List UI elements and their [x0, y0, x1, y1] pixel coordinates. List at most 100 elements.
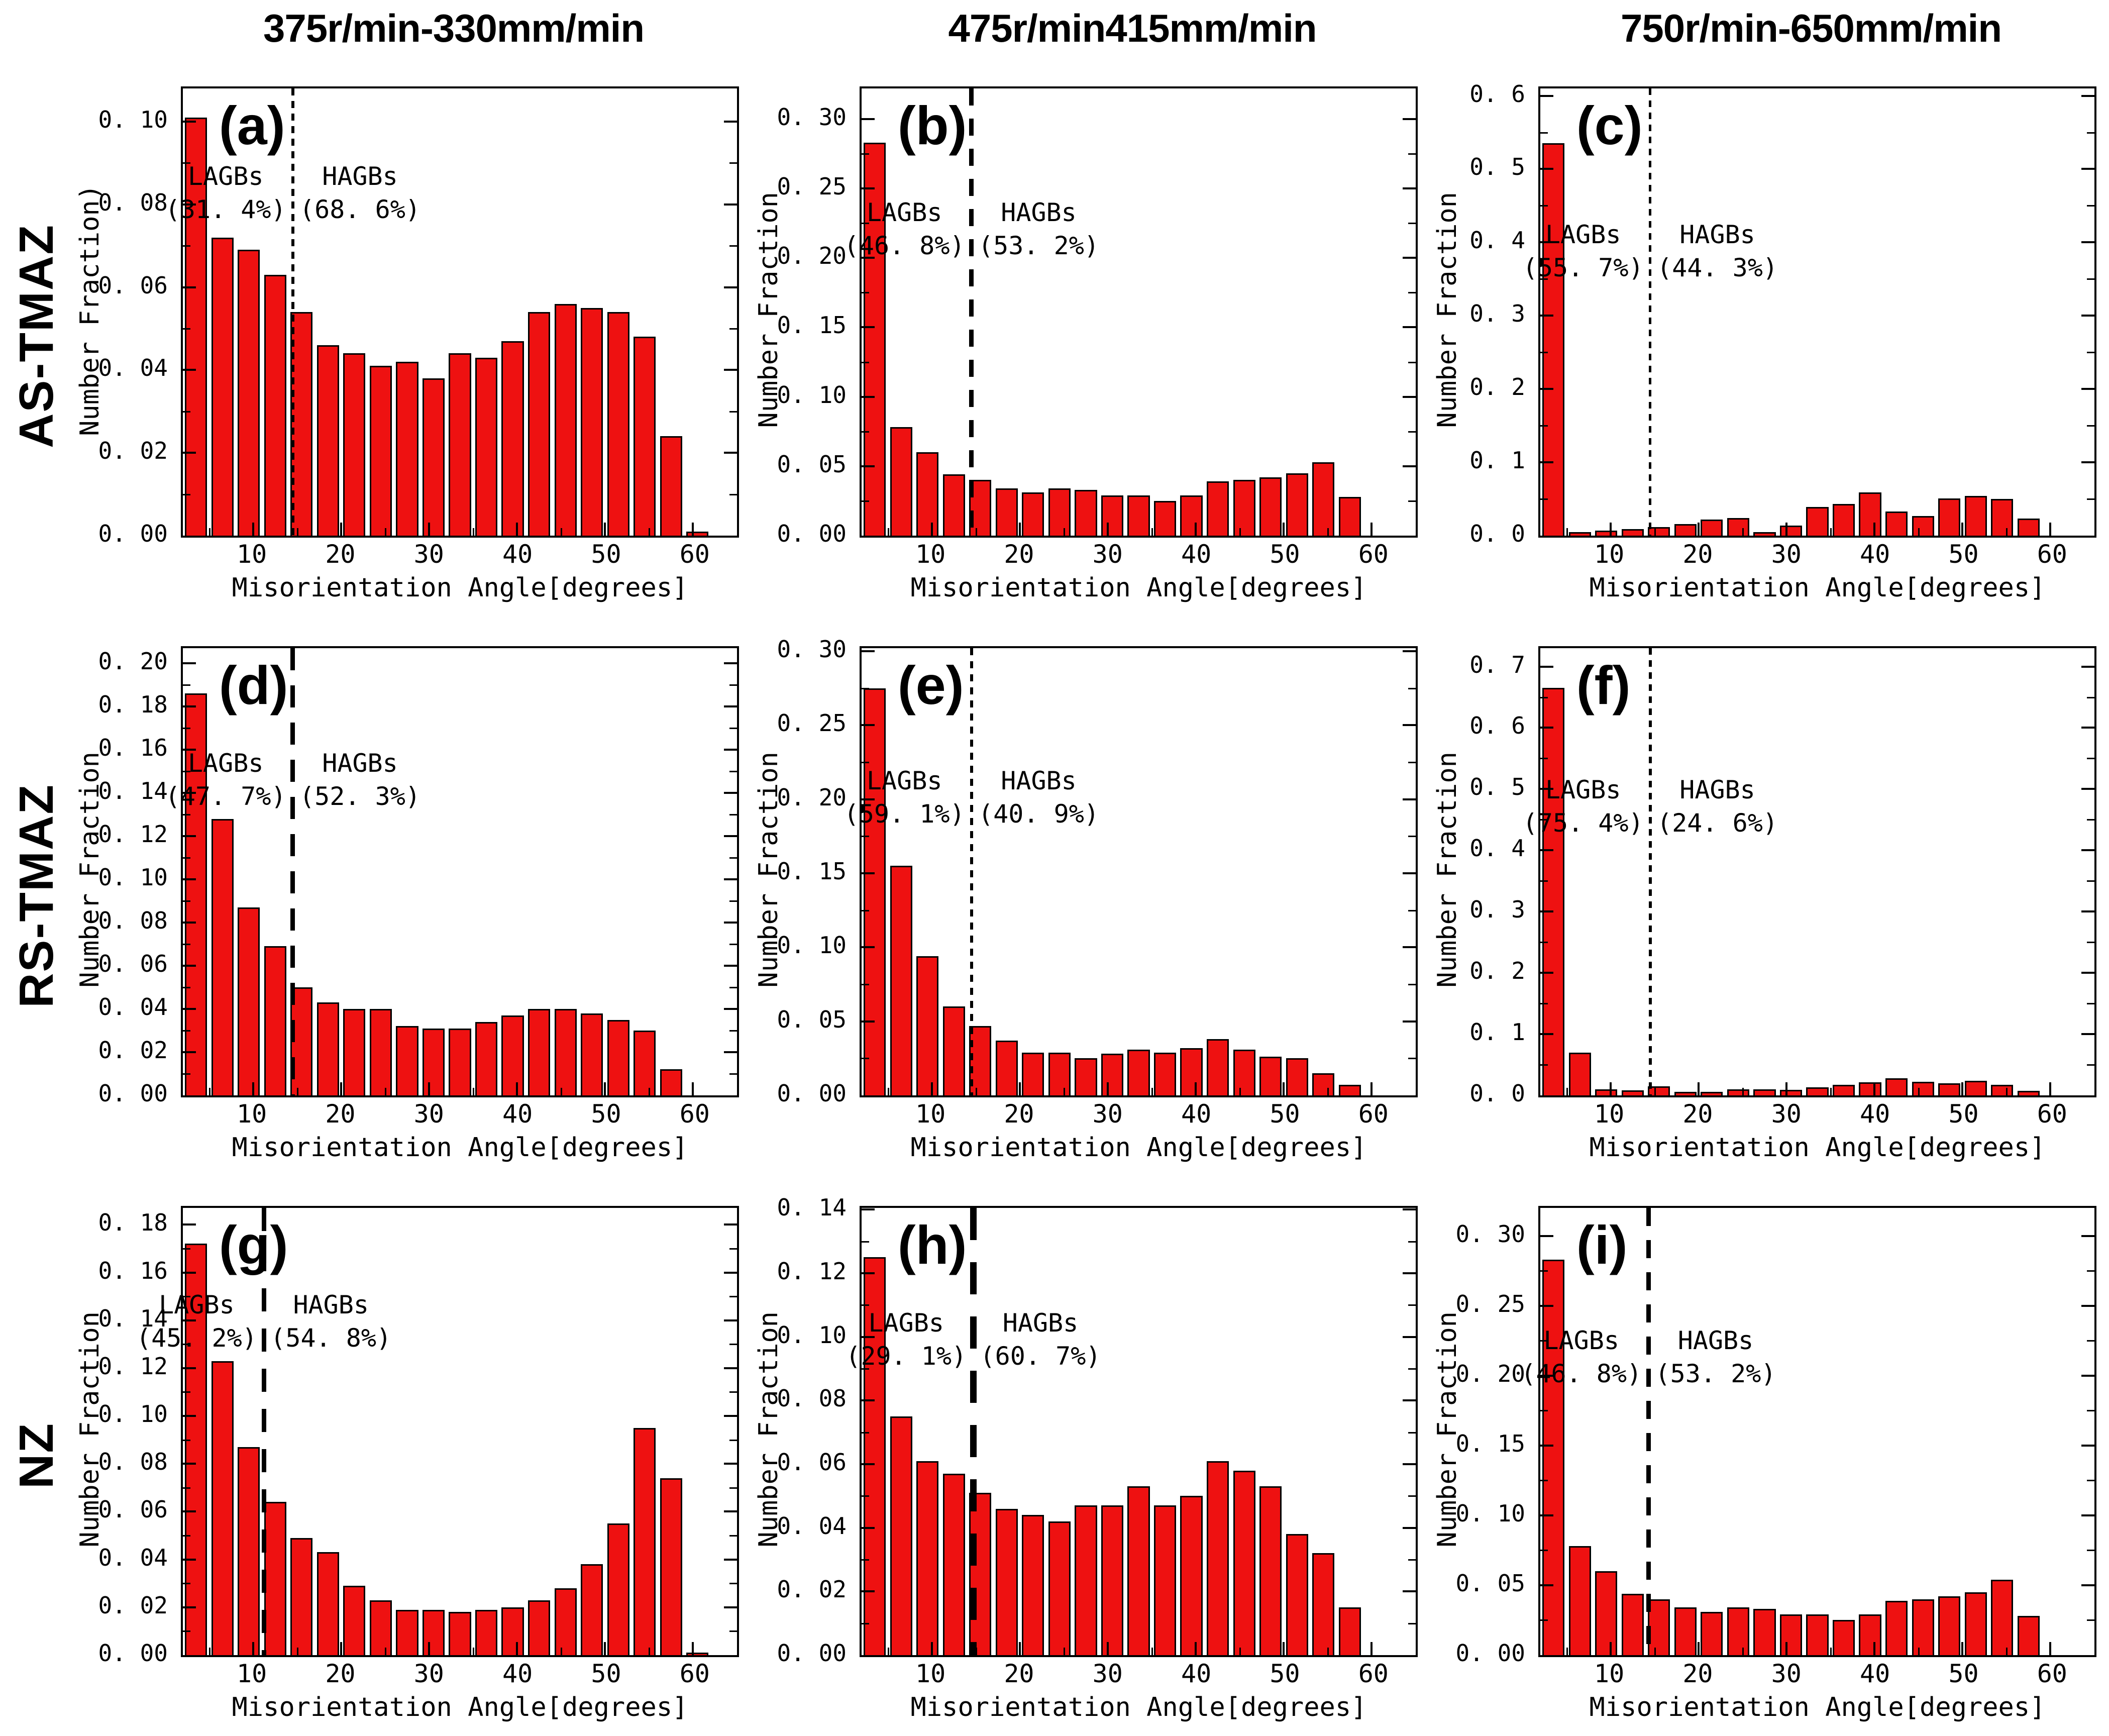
histogram-bar: [1127, 1486, 1150, 1655]
x-minor-tick: [1830, 528, 1832, 536]
x-tick-label: 10: [236, 1659, 267, 1688]
y-major-tick: [724, 452, 737, 454]
histogram-bar: [369, 1600, 392, 1655]
histogram-bar: [1991, 1085, 2014, 1095]
x-minor-tick: [1918, 1648, 1920, 1655]
hagbs-label: HAGBs (40. 9%): [978, 766, 1099, 829]
histogram-bar: [890, 427, 912, 536]
y-minor-tick: [2087, 1550, 2094, 1552]
y-tick-label: 0. 14: [98, 1304, 168, 1332]
y-minor-tick: [1540, 1340, 1548, 1342]
lagbs-label: LAGBs (45. 2%): [136, 1290, 257, 1353]
y-minor-tick: [1540, 1003, 1548, 1005]
histogram-bar: [1312, 1553, 1335, 1655]
y-tick-labels: 0. 0 0. 1 0. 2 0. 3 0. 4 0. 5 0. 6: [1430, 80, 1531, 547]
x-major-tick: [428, 1082, 431, 1095]
chart-panel-e: Number Fraction (e) LAGBs (59. 1%) HAGBs (4…: [752, 616, 1430, 1176]
y-major-tick: [862, 465, 875, 467]
histogram-bar: [185, 1244, 207, 1655]
hagbs-label: HAGBs (54. 8%): [270, 1290, 392, 1353]
x-minor-tick: [648, 1648, 650, 1655]
x-major-tick: [1961, 1082, 1964, 1095]
x-tick-label: 60: [2037, 1659, 2067, 1688]
x-tick-label: 40: [502, 1659, 533, 1688]
plot-box: (e) LAGBs (59. 1%) HAGBs (40. 9%): [844, 646, 1418, 1097]
y-tick-labels: 0. 00 0. 05 0. 10 0. 15 0. 20 0. 25 0. 30: [752, 636, 853, 1107]
y-minor-tick: [1540, 1064, 1548, 1066]
y-major-tick: [724, 1271, 737, 1274]
histogram-bar: [2017, 519, 2040, 536]
y-tick-label: 0. 30: [777, 103, 847, 131]
histogram-bar: [449, 353, 471, 536]
x-tick-label: 10: [1594, 540, 1625, 569]
hagbs-label: HAGBs (52. 3%): [299, 748, 420, 811]
x-major-tick: [1610, 1082, 1612, 1095]
histogram-bar: [554, 1588, 577, 1655]
y-minor-tick: [2087, 1064, 2094, 1066]
y-major-tick: [1403, 1336, 1416, 1338]
x-major-tick: [2049, 1642, 2052, 1655]
y-tick-label: 0. 04: [98, 993, 168, 1021]
y-minor-tick: [2087, 758, 2094, 760]
y-major-tick: [1540, 849, 1553, 852]
histogram-bar: [1674, 1091, 1697, 1095]
histogram-bar: [264, 1502, 286, 1655]
y-tick-label: 0. 10: [98, 864, 168, 891]
y-minor-tick: [1540, 1270, 1548, 1272]
y-minor-tick: [862, 361, 869, 363]
x-major-tick: [1195, 523, 1197, 536]
y-minor-tick: [862, 761, 869, 763]
histogram-bar: [916, 1461, 939, 1655]
y-major-tick: [1403, 1020, 1416, 1023]
x-minor-tick: [975, 528, 977, 536]
histogram-bar: [1885, 1078, 1908, 1095]
y-minor-tick: [2087, 352, 2094, 354]
y-minor-tick: [862, 1559, 869, 1561]
y-tick-label: 0. 3: [1469, 300, 1525, 328]
y-minor-tick: [183, 728, 190, 730]
hagbs-label: HAGBs (24. 6%): [1657, 775, 1778, 838]
y-major-tick: [1540, 94, 1553, 97]
x-tick-label: 30: [1771, 1099, 1802, 1129]
y-minor-tick: [183, 987, 190, 989]
y-major-tick: [724, 1051, 737, 1053]
y-minor-tick: [1540, 498, 1548, 500]
lagb-hagb-divider: [291, 88, 294, 536]
x-tick-label: 10: [236, 540, 267, 569]
y-tick-label: 0. 05: [777, 1005, 847, 1033]
histogram-bar: [1912, 1082, 1934, 1095]
histogram-bar: [1779, 1614, 1803, 1655]
panel-letter: (g): [219, 1214, 288, 1275]
y-major-tick: [2081, 241, 2094, 244]
y-minor-tick: [1408, 1241, 1416, 1243]
y-minor-tick: [2087, 498, 2094, 500]
histogram-bar: [1938, 1596, 1961, 1655]
histogram-bar: [1259, 477, 1282, 536]
y-tick-label: 0. 05: [1455, 1569, 1525, 1597]
histogram-bar: [396, 361, 418, 536]
histogram-bar: [1912, 1599, 1934, 1655]
x-major-tick: [340, 1642, 343, 1655]
y-minor-tick: [1540, 942, 1548, 944]
y-major-tick: [1540, 1584, 1553, 1586]
y-major-tick: [1540, 168, 1553, 170]
y-minor-tick: [862, 1304, 869, 1306]
histogram-bar: [995, 1040, 1018, 1095]
x-minor-tick: [1239, 1088, 1241, 1095]
y-minor-tick: [729, 493, 737, 495]
y-minor-tick: [1408, 500, 1416, 502]
x-tick-label: 10: [915, 540, 946, 569]
histogram-bar: [1153, 500, 1177, 536]
histogram-bar: [634, 1031, 656, 1095]
x-minor-tick: [208, 1648, 210, 1655]
chart-panel-f: Number Fraction (f) LAGBs (75. 4%) HAGBs (2…: [1430, 616, 2109, 1176]
histogram-bar: [1674, 1607, 1697, 1655]
y-tick-label: 0. 14: [98, 777, 168, 805]
y-minor-tick: [183, 1296, 190, 1298]
chart-panel-g: Number Fraction (g) LAGBs (45. 2%) HAGBs (5…: [73, 1176, 752, 1735]
y-minor-tick: [1408, 1304, 1416, 1306]
x-minor-tick: [1654, 1648, 1656, 1655]
histogram-bar: [1180, 495, 1203, 536]
x-minor-tick: [472, 1088, 474, 1095]
y-tick-label: 0. 4: [1469, 835, 1525, 862]
